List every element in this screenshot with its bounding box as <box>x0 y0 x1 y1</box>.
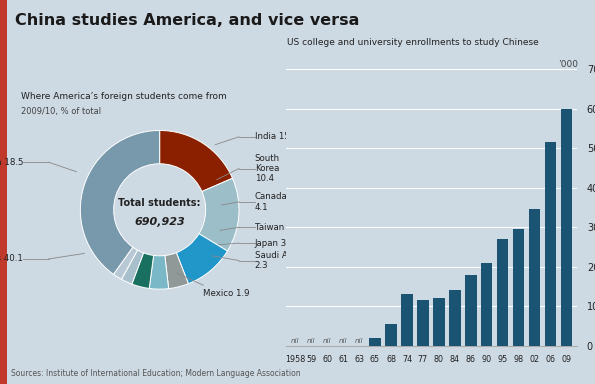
Wedge shape <box>80 131 159 274</box>
Bar <box>561 109 572 346</box>
Bar <box>433 298 444 346</box>
Bar <box>449 290 461 346</box>
Wedge shape <box>132 253 154 288</box>
Text: nil: nil <box>307 338 315 344</box>
Text: China 18.5: China 18.5 <box>0 158 23 167</box>
Bar <box>545 142 556 346</box>
Text: Total students:: Total students: <box>118 199 201 209</box>
Bar <box>386 324 397 346</box>
Text: nil: nil <box>339 338 347 344</box>
Text: 2009/10, % of total: 2009/10, % of total <box>21 107 101 116</box>
Bar <box>513 229 524 346</box>
Wedge shape <box>176 234 227 284</box>
Wedge shape <box>165 253 189 289</box>
Text: 690,923: 690,923 <box>134 217 185 227</box>
Bar <box>481 263 493 346</box>
Bar <box>529 209 540 346</box>
Text: ’000: ’000 <box>558 60 578 68</box>
Text: Mexico 1.9: Mexico 1.9 <box>203 289 250 298</box>
Wedge shape <box>149 255 168 289</box>
Text: Canada
4.1: Canada 4.1 <box>255 192 287 212</box>
Bar <box>497 239 509 346</box>
Text: nil: nil <box>323 338 331 344</box>
Text: Saudi Arabia
2.3: Saudi Arabia 2.3 <box>255 251 309 270</box>
Text: Japan 3.6: Japan 3.6 <box>255 238 295 248</box>
Text: India 15.2: India 15.2 <box>255 132 298 141</box>
Bar <box>465 275 477 346</box>
Text: China studies America, and vice versa: China studies America, and vice versa <box>15 13 359 28</box>
Text: Sources: Institute of International Education; Modern Language Association: Sources: Institute of International Educ… <box>11 369 300 378</box>
Text: Taiwan 3.9: Taiwan 3.9 <box>255 223 300 232</box>
Bar <box>402 294 412 346</box>
Bar <box>418 300 428 346</box>
Wedge shape <box>121 250 143 284</box>
Text: Where America’s foreign students come from: Where America’s foreign students come fr… <box>21 93 227 101</box>
Text: nil: nil <box>291 338 299 344</box>
Text: South
Korea
10.4: South Korea 10.4 <box>255 154 280 184</box>
Wedge shape <box>199 178 239 251</box>
Text: US college and university enrollments to study Chinese: US college and university enrollments to… <box>287 38 539 47</box>
Text: Others 40.1: Others 40.1 <box>0 255 23 263</box>
Wedge shape <box>114 247 137 279</box>
Bar <box>369 338 381 346</box>
Text: nil: nil <box>355 338 364 344</box>
Wedge shape <box>159 131 233 192</box>
